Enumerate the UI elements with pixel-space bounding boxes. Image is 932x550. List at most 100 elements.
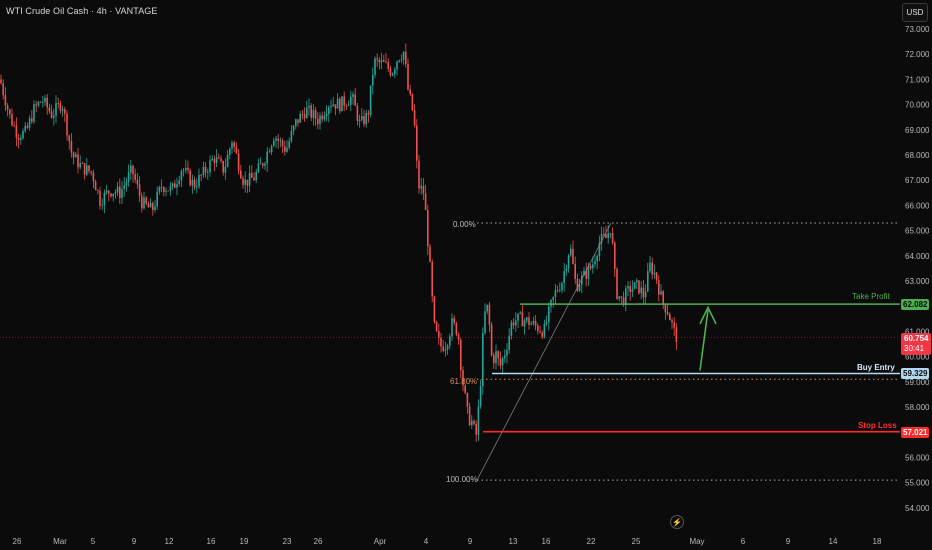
- candle-body: [182, 170, 185, 172]
- candle-body: [121, 189, 123, 199]
- candle-body: [72, 152, 75, 158]
- candle-body: [636, 280, 638, 283]
- candle-body: [530, 323, 532, 325]
- candle-body: [220, 158, 222, 161]
- candle-body: [279, 140, 282, 142]
- candle-body: [198, 174, 200, 187]
- candle-body: [515, 320, 517, 326]
- time-tick-label: 25: [632, 537, 641, 546]
- currency-button[interactable]: USD: [902, 3, 928, 22]
- candle-body: [295, 119, 297, 126]
- candle-body: [237, 153, 240, 171]
- candle-body: [565, 268, 568, 272]
- candle-body: [512, 322, 515, 326]
- time-tick-label: 6: [741, 537, 746, 546]
- candle-body: [160, 187, 163, 189]
- candle-body: [387, 62, 389, 69]
- candle-body: [180, 171, 183, 181]
- candle-body: [416, 125, 418, 161]
- candle-body: [152, 203, 154, 210]
- candle-body: [22, 130, 24, 139]
- candle-body: [653, 272, 656, 275]
- candle-body: [418, 160, 420, 189]
- candle-body: [200, 174, 202, 176]
- candle-body: [226, 154, 229, 167]
- candle-body: [378, 59, 381, 63]
- candle-body: [284, 146, 286, 152]
- candle-body: [136, 179, 139, 185]
- candle-body: [453, 318, 455, 323]
- time-axis[interactable]: 26 Mar 5 9 12 16 19 23 26 Apr 4 9 13 16 22 25 May 6 9 14 18: [0, 0, 882, 546]
- time-tick-label: 9: [786, 537, 791, 546]
- candle-body: [442, 346, 444, 351]
- candle-body: [455, 322, 458, 335]
- target-arrow-shaft: [699, 309, 709, 371]
- candle-body: [31, 118, 33, 122]
- candle-body: [350, 96, 352, 105]
- candle-body: [363, 116, 365, 125]
- candle-body: [319, 115, 321, 125]
- time-tick-label: 18: [873, 537, 882, 546]
- candle-body: [367, 112, 370, 115]
- candle-body: [149, 203, 152, 208]
- take-profit-label: Take Profit: [852, 292, 890, 301]
- candle-body: [83, 163, 86, 175]
- candle-body: [189, 170, 191, 186]
- candle-body: [523, 320, 526, 327]
- price-tick-label: 68.000: [905, 151, 930, 160]
- candle-body: [596, 256, 598, 262]
- candle-body: [24, 125, 26, 131]
- candle-body: [240, 170, 242, 179]
- candle-body: [235, 146, 238, 154]
- candle-body: [97, 190, 99, 192]
- candle-body: [609, 232, 612, 234]
- fib-100-label: 100.00%: [446, 475, 478, 484]
- candle-body: [187, 167, 189, 171]
- candle-body: [501, 358, 504, 366]
- price-tick-label: 63.000: [905, 277, 930, 286]
- candle-body: [334, 104, 337, 109]
- candle-body: [429, 246, 431, 262]
- candle-body: [11, 114, 13, 126]
- candle-body: [4, 95, 7, 106]
- candle-body: [103, 192, 106, 205]
- candle-body: [521, 312, 524, 327]
- candle-body: [354, 94, 356, 106]
- candle-body: [361, 116, 363, 120]
- buy-entry-label: Buy Entry: [857, 363, 895, 372]
- candle-body: [262, 163, 264, 166]
- candle-body: [411, 93, 414, 111]
- candle-body: [66, 113, 68, 136]
- time-tick-label: 5: [91, 537, 96, 546]
- candle-body: [264, 163, 266, 166]
- candle-body: [229, 148, 231, 155]
- candle-body: [376, 58, 378, 60]
- candle-body: [147, 203, 150, 208]
- candle-body: [328, 107, 330, 114]
- candle-body: [61, 109, 64, 111]
- candle-body: [248, 173, 251, 186]
- candle-body: [563, 271, 565, 284]
- candle-body: [473, 420, 475, 424]
- candle-body: [273, 140, 275, 146]
- candle-body: [559, 290, 561, 292]
- price-axis[interactable]: 73.000 72.000 71.000 70.000 69.000 68.000 67.0…: [905, 25, 930, 513]
- lightning-icon[interactable]: ⚡: [670, 515, 684, 529]
- candle-body: [20, 138, 22, 140]
- candle-body: [510, 322, 513, 336]
- candle-body: [42, 101, 44, 103]
- candle-body: [541, 332, 543, 337]
- time-tick-label: 9: [132, 537, 137, 546]
- price-tick-label: 55.000: [905, 479, 930, 488]
- candle-body: [77, 154, 79, 168]
- candle-body: [642, 287, 645, 298]
- candle-body: [504, 355, 506, 359]
- candle-body: [424, 193, 427, 211]
- candle-body: [662, 291, 664, 304]
- candle-body: [402, 51, 405, 60]
- candle-body: [409, 89, 411, 94]
- candle-body: [385, 61, 387, 63]
- price-tick-label: 67.000: [905, 176, 930, 185]
- candle-body: [462, 370, 464, 386]
